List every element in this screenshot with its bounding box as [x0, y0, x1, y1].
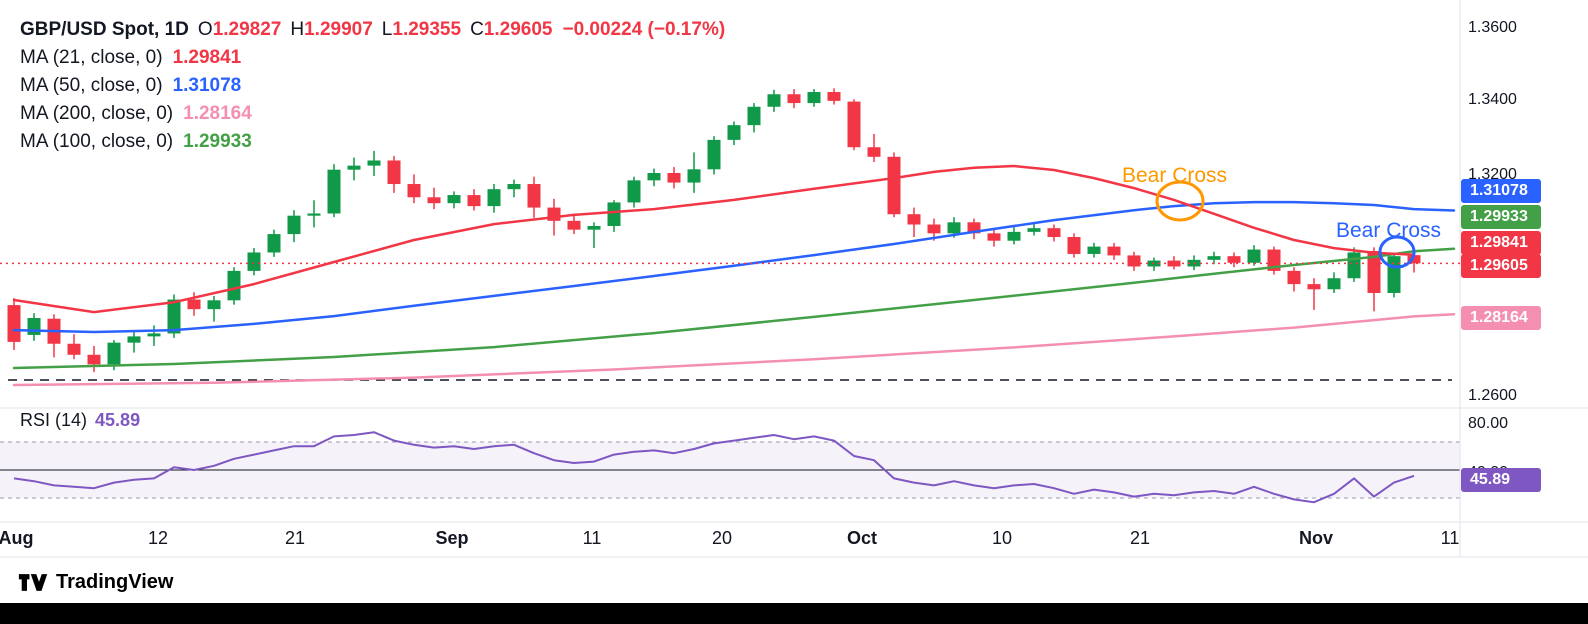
ma-21-line[interactable]: [12, 164, 1416, 314]
pane-separators: [0, 0, 1588, 558]
ohlc-values: O1.29827 H1.29907 L1.29355 C1.29605: [189, 19, 553, 41]
chart-legend: GBP/USD Spot, 1D O1.29827 H1.29907 L1.2935…: [20, 16, 725, 156]
footer-attribution: TradingView: [18, 571, 173, 594]
price-badge: 1.29933: [1461, 205, 1541, 229]
time-axis-label: Oct: [846, 528, 878, 548]
ohlc-number: 1.29605: [483, 19, 553, 40]
ma-legend-value: 1.31078: [172, 75, 242, 96]
rsi-line[interactable]: [13, 431, 1415, 504]
price-axis-label: 80.00: [1468, 415, 1509, 432]
ma-legend-label: MA (200, close, 0): [20, 103, 174, 124]
price-badge: 1.28164: [1461, 306, 1541, 330]
ma-legend-label: MA (100, close, 0): [20, 131, 174, 152]
ohlc-letter: C: [470, 19, 484, 40]
ohlc-number: 1.29827: [212, 19, 282, 40]
chart-canvas[interactable]: [0, 0, 1588, 603]
price-axis-label: 1.3400: [1468, 91, 1517, 108]
time-axis-label: 21: [1129, 528, 1151, 548]
annotation-bear-cross-orange[interactable]: Bear Cross: [1122, 164, 1228, 187]
ma-200-line[interactable]: [12, 313, 1456, 387]
change-value: −0.00224 (−0.17%): [562, 19, 726, 40]
candlestick-series[interactable]: [7, 88, 1421, 373]
ma-100-line[interactable]: [12, 247, 1456, 370]
rsi-legend[interactable]: RSI (14) 45.89: [20, 410, 140, 431]
time-axis-label: Nov: [1298, 528, 1334, 548]
tradingview-wordmark[interactable]: TradingView: [56, 571, 174, 593]
time-axis-label: Sep: [435, 528, 469, 548]
ma-50-line[interactable]: [12, 200, 1456, 334]
price-badge: 1.29605: [1461, 254, 1541, 278]
price-axis-label: 1.3200: [1468, 166, 1517, 183]
annotation-bear-cross-blue[interactable]: Bear Cross: [1336, 219, 1442, 242]
ma-legend-label: MA (50, close, 0): [20, 75, 163, 96]
ohlc-letter: O: [197, 19, 213, 40]
time-axis-label: Aug: [0, 528, 34, 548]
symbol-title[interactable]: GBP/USD Spot, 1D: [20, 19, 189, 40]
ohlc-number: 1.29907: [304, 19, 373, 40]
price-axis-label: 1.2600: [1468, 387, 1517, 404]
bottom-bar: [0, 603, 1588, 624]
ma-200-legend-row[interactable]: MA (200, close, 0) 1.28164: [20, 100, 725, 128]
price-badge: 45.89: [1461, 468, 1541, 492]
symbol-legend-row[interactable]: GBP/USD Spot, 1D O1.29827 H1.29907 L1.2935…: [20, 16, 725, 44]
ma-100-legend-row[interactable]: MA (100, close, 0) 1.29933: [20, 128, 725, 156]
time-axis-label: 20: [711, 528, 733, 548]
bear-cross-circle-0[interactable]: [1155, 180, 1205, 222]
price-badge: 1.31078: [1461, 179, 1541, 203]
tradingview-logo-icon[interactable]: [18, 572, 48, 593]
ma-50-legend-row[interactable]: MA (50, close, 0) 1.31078: [20, 72, 725, 100]
rsi-value: 45.89: [95, 410, 141, 430]
ma-legend-value: 1.29841: [172, 47, 242, 68]
ohlc-letter: L: [381, 19, 393, 40]
time-axis-label: 11: [582, 528, 602, 548]
ohlc-number: 1.29355: [392, 19, 462, 40]
ma-legend-rows: MA (21, close, 0) 1.29841 MA (50, close, 0…: [20, 44, 725, 156]
rsi-band: [0, 441, 1460, 499]
time-axis-label: 12: [147, 528, 169, 548]
ma-legend-value: 1.28164: [183, 103, 252, 124]
time-axis-label: 21: [284, 528, 306, 548]
bear-cross-circle-1[interactable]: [1378, 235, 1416, 269]
time-axis-label: 11: [1440, 528, 1460, 548]
price-axis-label: 1.3600: [1468, 19, 1517, 36]
rsi-label: RSI (14): [20, 410, 88, 430]
ma-21-legend-row[interactable]: MA (21, close, 0) 1.29841: [20, 44, 725, 72]
ma-legend-label: MA (21, close, 0): [20, 47, 163, 68]
time-axis-label: 10: [991, 528, 1013, 548]
price-badge: 1.29841: [1461, 231, 1541, 255]
ma-legend-value: 1.29933: [183, 131, 252, 152]
ohlc-letter: H: [290, 19, 305, 40]
